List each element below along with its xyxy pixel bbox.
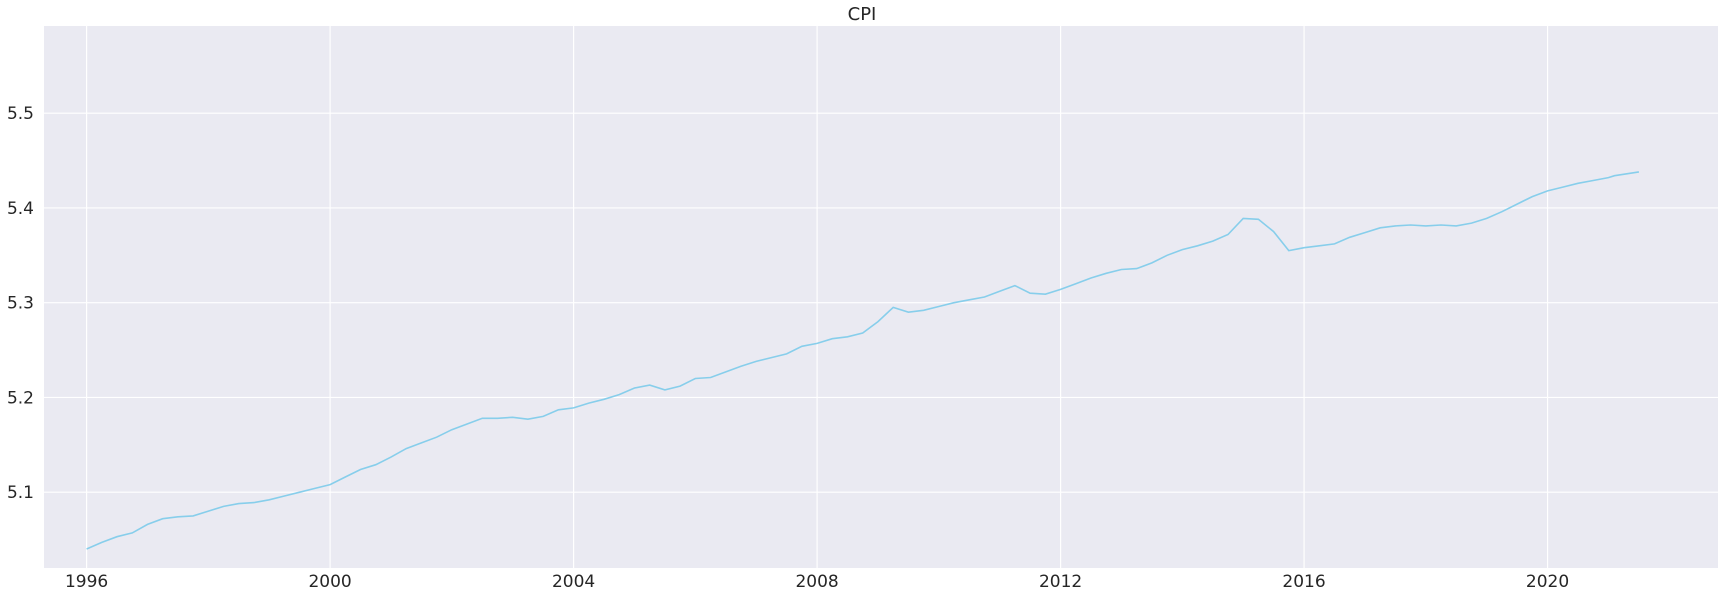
cpi-series-line — [86, 171, 1640, 550]
plot-background — [44, 26, 1718, 568]
y-tick-label: 5.1 — [7, 483, 34, 503]
x-tick-label: 2012 — [1039, 572, 1082, 592]
y-tick-label: 5.3 — [7, 294, 34, 314]
y-tick-label: 5.2 — [7, 388, 34, 408]
grid — [44, 26, 1718, 568]
series-layer — [86, 171, 1640, 550]
x-tick-label: 2008 — [795, 572, 838, 592]
x-tick-label: 1996 — [65, 572, 108, 592]
x-tick-label: 2004 — [552, 572, 595, 592]
x-tick-label: 2000 — [308, 572, 351, 592]
y-tick-label: 5.4 — [7, 199, 34, 219]
x-tick-label: 2020 — [1526, 572, 1569, 592]
tick-labels: 1996 2000 2004 2008 2012 2016 2020 5.1 5.2 5.3 5.4… — [7, 104, 1569, 592]
x-tick-label: 2016 — [1282, 572, 1325, 592]
chart-title: CPI — [847, 4, 877, 25]
y-tick-label: 5.5 — [7, 104, 34, 124]
